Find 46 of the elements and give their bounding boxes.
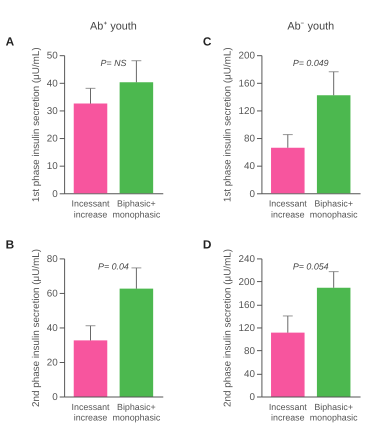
y-tick-label: 10 — [46, 161, 58, 172]
y-tick-label: 40 — [46, 78, 58, 90]
y-axis-title: 2nd phase insulin secretion (μU/mL) — [30, 248, 42, 407]
text: D — [202, 238, 212, 252]
y-axis-title: 1st phase insulin secretion (μU/mL) — [30, 47, 42, 202]
y-tick-label: 120 — [238, 106, 256, 117]
y-tick-label: 40 — [244, 161, 256, 172]
x-tick-label: Incessant increase — [72, 402, 110, 423]
text: C — [202, 34, 212, 48]
annotation: P= 0.04 — [98, 261, 129, 272]
annotation: P= 0.054 — [292, 261, 329, 272]
y-tick-label: 40 — [244, 368, 256, 380]
y-tick-label: 80 — [244, 346, 256, 357]
text: B — [6, 238, 14, 252]
chart-title: Ab⁻ youth — [287, 20, 334, 33]
y-tick-label: 50 — [46, 50, 58, 62]
chart-title: Ab⁺ youth — [90, 20, 137, 33]
y-tick-label: 80 — [46, 254, 58, 265]
annotation: P= 0.049 — [292, 58, 329, 68]
x-tick-label: Incessant increase — [268, 402, 308, 423]
y-tick-label: 160 — [238, 78, 256, 90]
y-axis-title: 1st phase insulin secretion (μU/mL) — [222, 47, 234, 202]
x-tick-label: Biphasic+ monophasic — [310, 402, 358, 423]
x-tick-label: Biphasic+ monophasic — [310, 198, 358, 220]
y-tick-label: 200 — [238, 50, 256, 62]
y-tick-label: 0 — [250, 188, 256, 200]
y-tick-label: 120 — [238, 322, 256, 334]
y-tick-label: 0 — [52, 188, 58, 200]
y-tick-label: 160 — [238, 300, 256, 311]
y-axis-title: 2nd phase insulin secretion (μU/mL) — [222, 248, 234, 407]
x-tick-label: Incessant increase — [72, 198, 110, 220]
y-tick-label: 200 — [238, 276, 256, 288]
y-tick-label: 30 — [46, 106, 58, 117]
y-tick-label: 240 — [238, 254, 256, 265]
y-tick-label: 80 — [244, 134, 256, 145]
x-tick-label: Incessant increase — [268, 198, 308, 220]
y-tick-label: 40 — [46, 322, 58, 334]
annotation: P= NS — [100, 58, 126, 68]
x-tick-label: Biphasic+ monophasic — [112, 402, 161, 423]
y-tick-label: 20 — [46, 134, 58, 145]
x-tick-label: Biphasic+ monophasic — [112, 198, 161, 220]
y-tick-label: 60 — [46, 288, 58, 300]
y-tick-label: 0 — [52, 392, 58, 403]
y-tick-label: 20 — [46, 357, 58, 368]
text: A — [6, 34, 15, 48]
y-tick-label: 0 — [250, 392, 256, 403]
